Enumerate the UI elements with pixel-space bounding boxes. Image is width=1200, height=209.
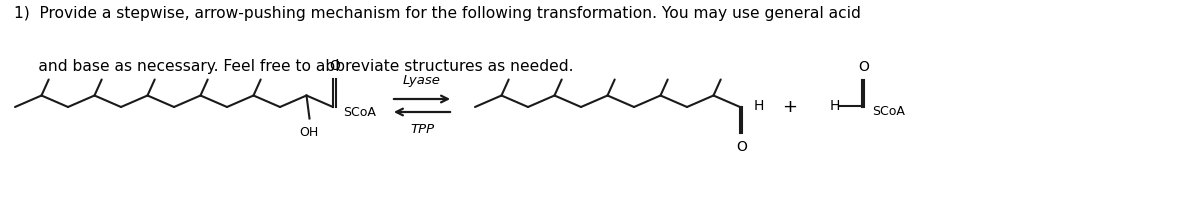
Text: Lyase: Lyase: [403, 74, 440, 87]
Text: SCoA: SCoA: [872, 106, 905, 119]
Text: H: H: [754, 99, 764, 113]
Text: O: O: [858, 60, 869, 74]
Text: SCoA: SCoA: [343, 107, 376, 120]
Text: TPP: TPP: [410, 123, 434, 136]
Text: +: +: [782, 98, 798, 116]
Text: O: O: [736, 140, 746, 154]
Text: and base as necessary. Feel free to abbreviate structures as needed.: and base as necessary. Feel free to abbr…: [14, 59, 574, 74]
Text: H: H: [829, 99, 840, 113]
Text: 1)  Provide a stepwise, arrow-pushing mechanism for the following transformation: 1) Provide a stepwise, arrow-pushing mec…: [14, 6, 862, 21]
Text: O: O: [329, 59, 340, 73]
Text: OH: OH: [299, 125, 318, 139]
